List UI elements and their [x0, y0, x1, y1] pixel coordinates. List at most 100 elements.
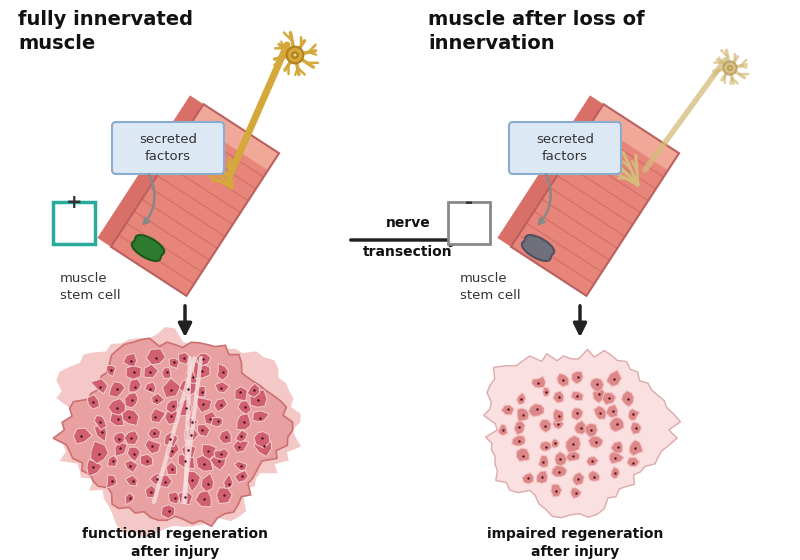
Text: -: -: [465, 194, 473, 212]
Polygon shape: [553, 409, 564, 423]
Polygon shape: [125, 393, 138, 408]
Polygon shape: [498, 424, 507, 435]
Polygon shape: [132, 235, 164, 261]
Polygon shape: [162, 505, 174, 519]
Polygon shape: [237, 413, 250, 430]
Polygon shape: [168, 492, 180, 504]
Polygon shape: [146, 485, 157, 498]
Polygon shape: [540, 441, 552, 451]
Polygon shape: [570, 488, 582, 498]
Polygon shape: [571, 391, 583, 400]
Polygon shape: [553, 419, 564, 430]
Polygon shape: [148, 427, 161, 439]
Polygon shape: [107, 455, 118, 466]
Polygon shape: [178, 454, 194, 469]
Polygon shape: [250, 390, 267, 407]
Polygon shape: [56, 327, 301, 539]
Polygon shape: [87, 459, 102, 476]
Text: muscle after loss of
innervation: muscle after loss of innervation: [428, 10, 645, 53]
Polygon shape: [169, 358, 179, 368]
Text: nerve: nerve: [386, 216, 430, 230]
Polygon shape: [516, 448, 530, 461]
Polygon shape: [502, 405, 514, 415]
Polygon shape: [532, 376, 546, 388]
Polygon shape: [517, 393, 526, 405]
Polygon shape: [197, 353, 211, 366]
Text: muscle
stem cell: muscle stem cell: [60, 272, 121, 302]
Polygon shape: [125, 460, 138, 473]
Polygon shape: [235, 386, 248, 401]
Polygon shape: [194, 386, 206, 397]
Polygon shape: [233, 440, 249, 452]
Polygon shape: [538, 455, 548, 468]
Polygon shape: [630, 440, 643, 456]
Polygon shape: [114, 432, 126, 445]
Polygon shape: [238, 400, 251, 414]
Polygon shape: [593, 388, 605, 403]
Polygon shape: [182, 444, 196, 458]
Polygon shape: [193, 104, 279, 170]
Polygon shape: [125, 475, 138, 486]
Polygon shape: [235, 430, 248, 442]
Circle shape: [727, 65, 733, 71]
Polygon shape: [195, 490, 211, 507]
Polygon shape: [610, 441, 622, 453]
Text: +: +: [66, 194, 82, 212]
Polygon shape: [551, 465, 567, 477]
Polygon shape: [551, 439, 559, 448]
Polygon shape: [127, 447, 140, 461]
Polygon shape: [196, 397, 212, 413]
Polygon shape: [74, 428, 92, 444]
Polygon shape: [90, 379, 108, 394]
Polygon shape: [529, 404, 544, 417]
Polygon shape: [557, 374, 569, 387]
Polygon shape: [122, 409, 139, 426]
FancyBboxPatch shape: [53, 202, 95, 244]
Polygon shape: [234, 461, 247, 471]
Polygon shape: [202, 445, 216, 460]
Polygon shape: [555, 452, 567, 466]
Polygon shape: [152, 394, 165, 405]
Polygon shape: [178, 491, 192, 505]
Polygon shape: [129, 379, 142, 392]
Text: transection: transection: [363, 245, 453, 259]
Polygon shape: [146, 349, 166, 365]
Polygon shape: [606, 404, 618, 418]
Polygon shape: [145, 440, 161, 454]
Polygon shape: [217, 488, 232, 503]
Polygon shape: [627, 458, 639, 466]
Polygon shape: [126, 493, 134, 505]
Polygon shape: [165, 408, 179, 424]
Polygon shape: [162, 378, 181, 398]
Polygon shape: [115, 441, 127, 456]
Polygon shape: [106, 475, 117, 488]
Polygon shape: [588, 436, 603, 448]
Polygon shape: [185, 471, 201, 492]
Polygon shape: [585, 423, 598, 437]
Polygon shape: [166, 441, 179, 459]
Polygon shape: [186, 369, 202, 383]
Text: functional regeneration
after injury: functional regeneration after injury: [82, 527, 268, 559]
Polygon shape: [111, 104, 279, 296]
Polygon shape: [566, 450, 580, 461]
Text: secreted
factors: secreted factors: [139, 133, 197, 163]
Polygon shape: [572, 472, 584, 486]
Polygon shape: [110, 412, 124, 426]
Polygon shape: [184, 428, 198, 441]
Polygon shape: [571, 408, 583, 421]
Polygon shape: [179, 378, 197, 396]
Polygon shape: [539, 419, 551, 433]
Polygon shape: [53, 338, 293, 526]
Circle shape: [286, 46, 303, 63]
Polygon shape: [517, 408, 529, 421]
Polygon shape: [224, 474, 233, 488]
Text: muscle
stem cell: muscle stem cell: [460, 272, 521, 302]
Polygon shape: [140, 454, 153, 466]
Polygon shape: [551, 484, 562, 497]
Polygon shape: [126, 366, 142, 379]
Polygon shape: [498, 95, 603, 247]
Polygon shape: [94, 424, 106, 442]
Polygon shape: [484, 349, 681, 517]
Polygon shape: [151, 408, 166, 423]
Polygon shape: [572, 371, 583, 384]
